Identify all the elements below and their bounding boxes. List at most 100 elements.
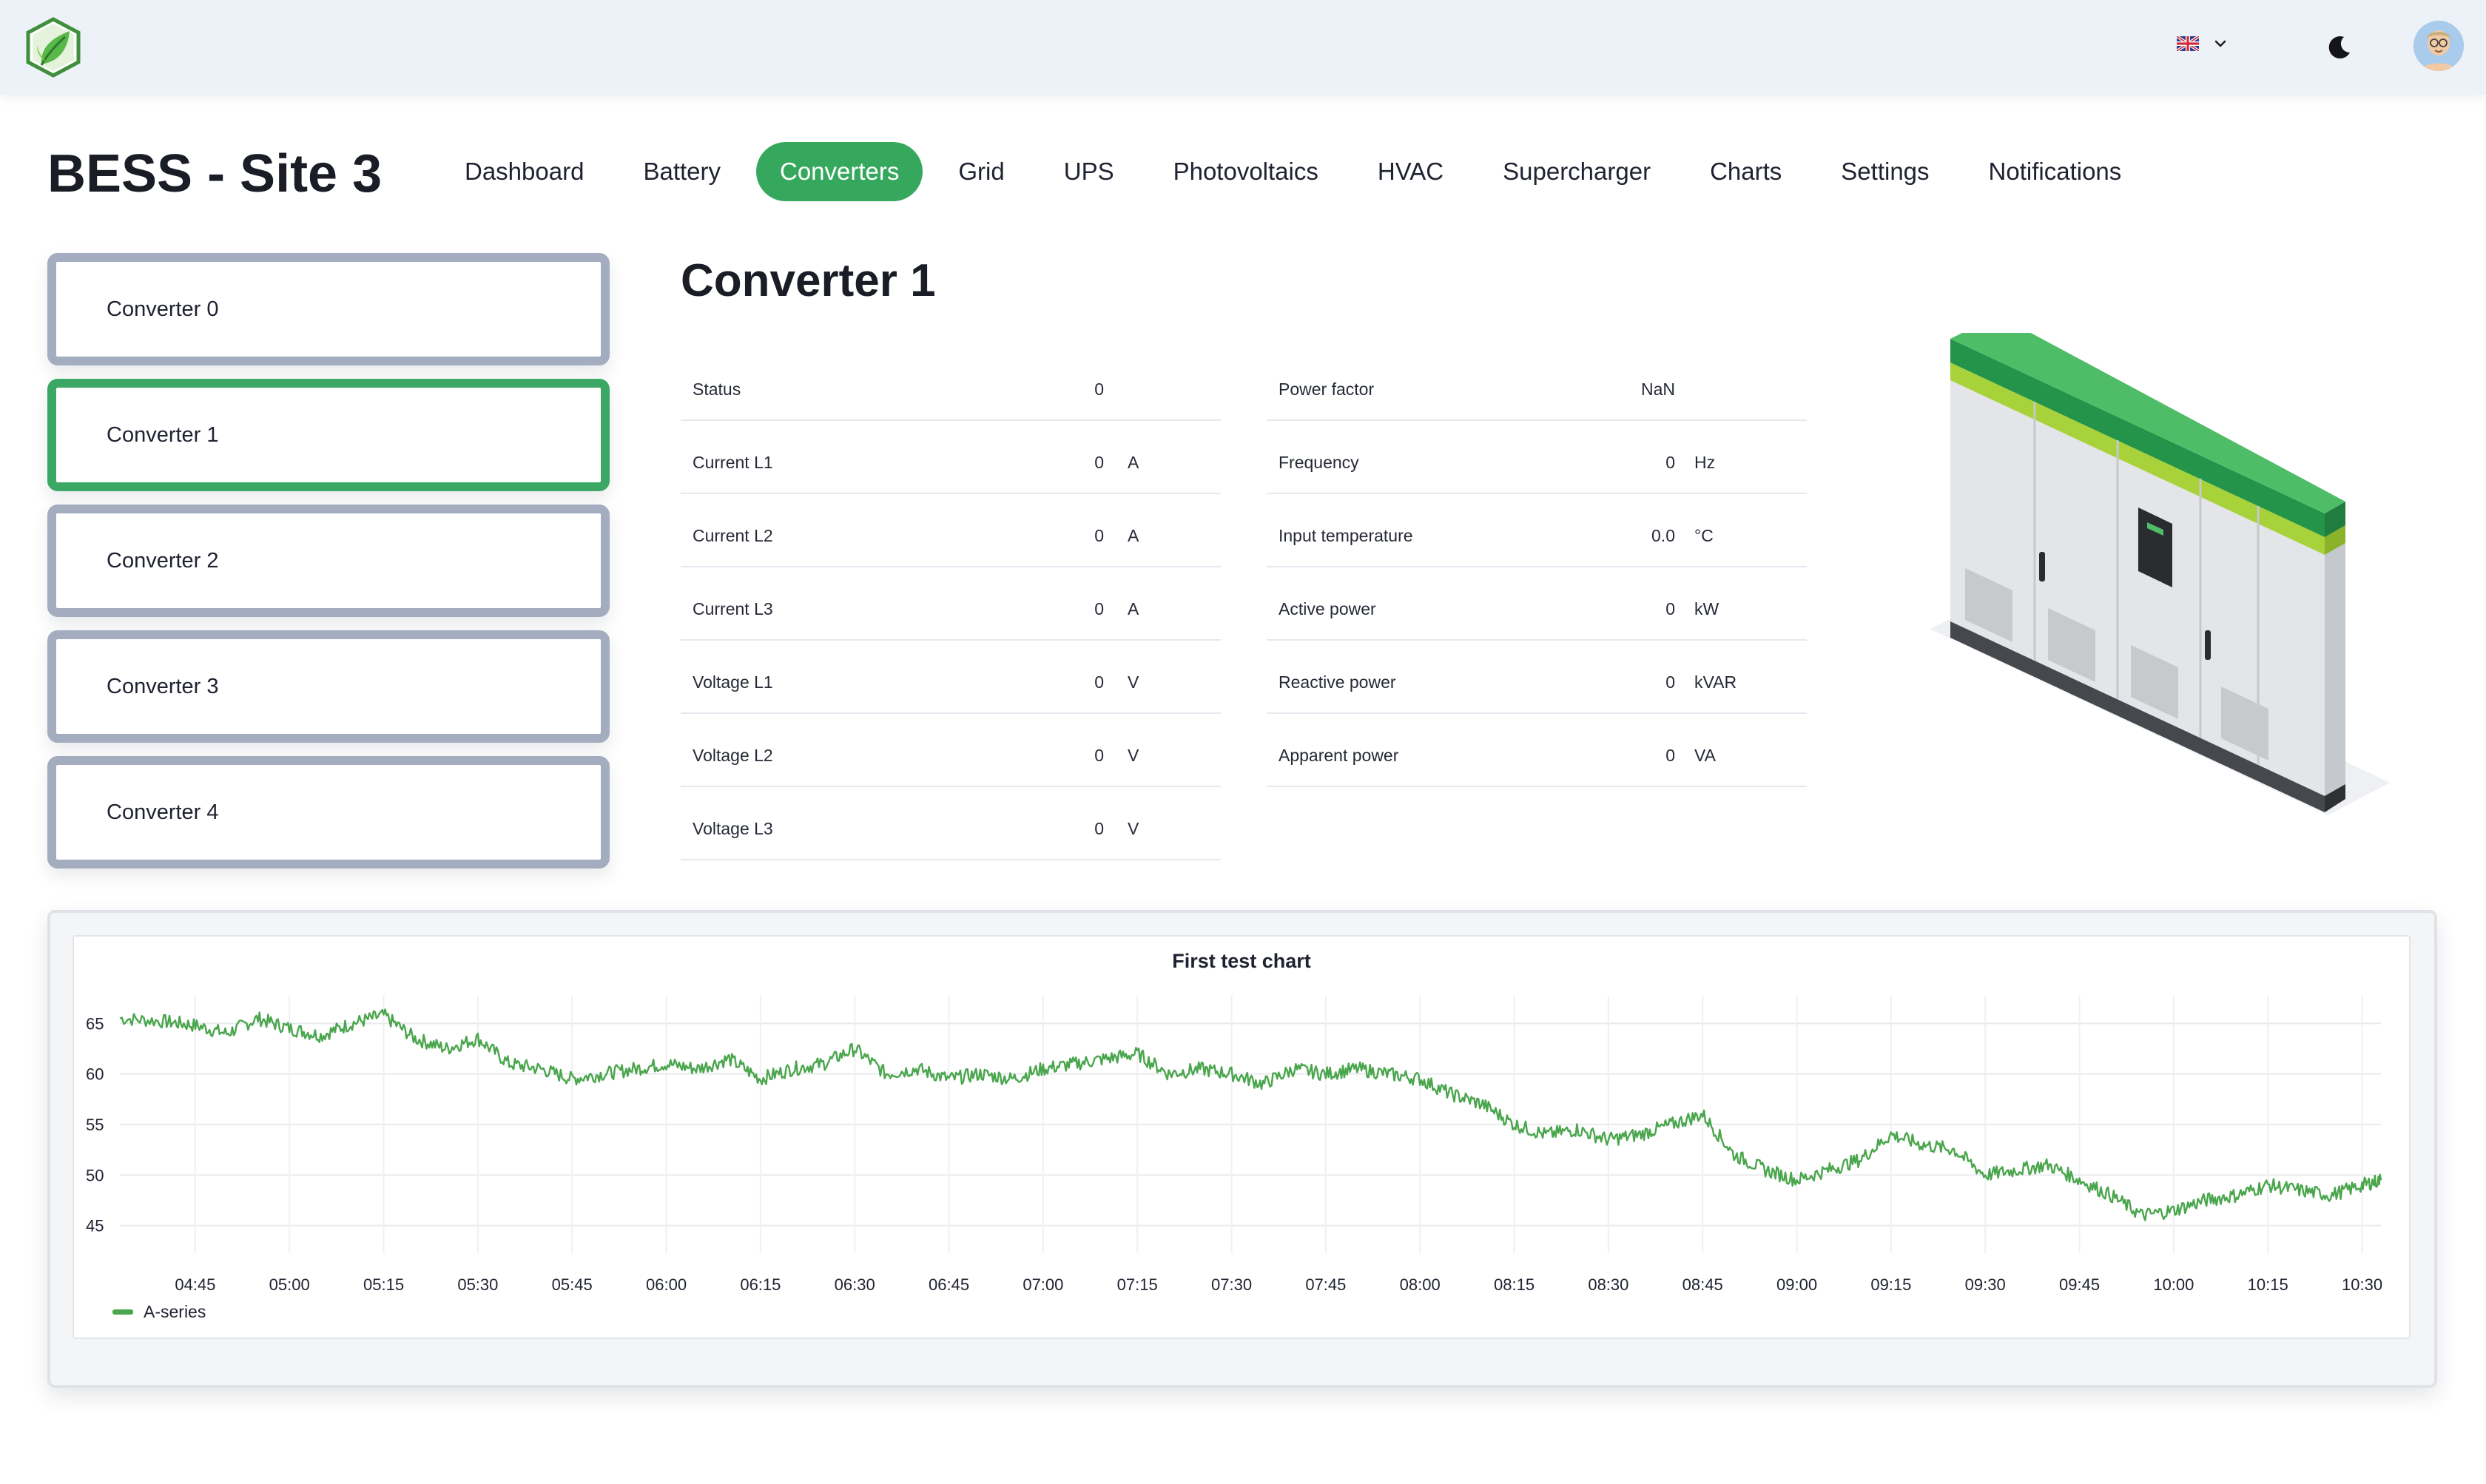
nav-supercharger[interactable]: Supercharger <box>1503 158 1651 185</box>
uk-flag-icon <box>2177 36 2199 51</box>
x-tick-label: 10:15 <box>2248 1275 2288 1294</box>
metrics-table-right: Power factor NaN Frequency 0 Hz Input tempe… <box>1267 348 1807 787</box>
user-avatar[interactable] <box>2413 21 2464 71</box>
metric-row-active-power: Active power 0 kW <box>1267 567 1807 641</box>
metric-label: Active power <box>1279 599 1376 618</box>
x-tick-label: 06:30 <box>835 1275 875 1294</box>
chart-legend[interactable]: A-series <box>112 1302 206 1322</box>
nav-ups[interactable]: UPS <box>1063 158 1114 185</box>
x-tick-label: 06:45 <box>929 1275 969 1294</box>
line-chart: First test chart 45 50 55 60 65 04:45 05:00 05:… <box>73 935 2411 1339</box>
metric-label: Voltage L1 <box>693 672 773 692</box>
metric-unit: V <box>1128 819 1139 838</box>
metric-value: NaN <box>1640 380 1675 399</box>
y-tick-label: 50 <box>86 1166 104 1184</box>
x-tick-label: 09:00 <box>1776 1275 1817 1294</box>
metric-unit: V <box>1128 672 1139 692</box>
moon-icon[interactable] <box>2325 33 2354 62</box>
metric-unit: A <box>1128 599 1139 618</box>
converter-list: Converter 0 Converter 1 Converter 2 Conv… <box>47 253 610 882</box>
metric-value: 0 <box>1094 819 1104 838</box>
y-tick-label: 65 <box>86 1014 104 1033</box>
metric-value: 0 <box>1665 599 1675 618</box>
metric-value: 0 <box>1094 599 1104 618</box>
converter-card-label: Converter 3 <box>107 675 219 698</box>
nav-converters[interactable]: Converters <box>756 142 923 201</box>
x-tick-label: 08:15 <box>1494 1275 1535 1294</box>
metric-label: Voltage L3 <box>693 819 773 838</box>
legend-swatch <box>112 1309 133 1315</box>
metric-label: Apparent power <box>1279 746 1399 765</box>
metric-value: 0 <box>1094 746 1104 765</box>
top-bar <box>0 0 2486 95</box>
metric-row-voltage-l2: Voltage L2 0 V <box>681 714 1221 787</box>
x-tick-label: 08:30 <box>1588 1275 1628 1294</box>
nav-battery[interactable]: Battery <box>643 158 721 185</box>
nav-photovoltaics[interactable]: Photovoltaics <box>1173 158 1318 185</box>
x-tick-label: 07:30 <box>1211 1275 1252 1294</box>
metric-label: Status <box>693 380 741 399</box>
metric-label: Current L3 <box>693 599 773 618</box>
x-tick-label: 10:00 <box>2153 1275 2194 1294</box>
metric-row-status: Status 0 <box>681 348 1221 421</box>
x-tick-label: 09:45 <box>2059 1275 2100 1294</box>
legend-label: A-series <box>144 1302 206 1321</box>
metric-unit: V <box>1128 746 1139 765</box>
metric-label: Reactive power <box>1279 672 1396 692</box>
converter-card-label: Converter 4 <box>107 800 219 824</box>
y-tick-label: 45 <box>86 1217 104 1235</box>
chevron-down-icon <box>2214 40 2226 47</box>
nav-notifications[interactable]: Notifications <box>1988 158 2122 185</box>
metric-row-power-factor: Power factor NaN <box>1267 348 1807 421</box>
x-tick-label: 06:00 <box>646 1275 687 1294</box>
nav-settings[interactable]: Settings <box>1841 158 1930 185</box>
nav-charts[interactable]: Charts <box>1710 158 1782 185</box>
y-tick-label: 55 <box>86 1116 104 1134</box>
metric-unit: °C <box>1694 526 1714 545</box>
metric-value: 0.0 <box>1651 526 1675 545</box>
converter-card-label: Converter 0 <box>107 297 219 321</box>
chart-plot: 45 50 55 60 65 04:45 05:00 05:15 05:30 05:45 06:00… <box>86 996 2382 1294</box>
metric-label: Current L2 <box>693 526 773 545</box>
metric-value: 0 <box>1094 672 1104 692</box>
user-avatar-icon <box>2413 21 2464 71</box>
leaf-hexagon-logo[interactable] <box>22 16 84 78</box>
language-selector[interactable] <box>2177 36 2229 52</box>
x-tick-label: 10:30 <box>2342 1275 2382 1294</box>
nav-hvac[interactable]: HVAC <box>1377 158 1444 185</box>
nav-dashboard[interactable]: Dashboard <box>465 158 585 185</box>
site-title: BESS - Site 3 <box>47 144 383 203</box>
converter-card-label: Converter 2 <box>107 549 219 573</box>
converter-card-1[interactable]: Converter 1 <box>47 379 610 491</box>
metric-row-apparent-power: Apparent power 0 VA <box>1267 714 1807 787</box>
x-tick-label: 08:45 <box>1682 1275 1723 1294</box>
converter-card-label: Converter 1 <box>107 423 219 447</box>
metric-label: Input temperature <box>1279 526 1413 545</box>
x-tick-label: 07:15 <box>1117 1275 1158 1294</box>
nav-grid[interactable]: Grid <box>958 158 1005 185</box>
x-tick-label: 05:45 <box>552 1275 593 1294</box>
converter-card-4[interactable]: Converter 4 <box>47 756 610 869</box>
metric-row-voltage-l3: Voltage L3 0 V <box>681 787 1221 860</box>
converter-card-2[interactable]: Converter 2 <box>47 505 610 617</box>
x-tick-label: 05:30 <box>457 1275 498 1294</box>
chart-title: First test chart <box>1172 950 1311 972</box>
metric-value: 0 <box>1094 453 1104 472</box>
series-line-A-series <box>119 1008 2382 1221</box>
x-tick-label: 09:30 <box>1965 1275 2006 1294</box>
metric-label: Power factor <box>1279 380 1375 399</box>
metric-value: 0 <box>1665 453 1675 472</box>
metric-label: Frequency <box>1279 453 1359 472</box>
x-tick-label: 04:45 <box>175 1275 215 1294</box>
metric-value: 0 <box>1094 380 1104 399</box>
converter-card-3[interactable]: Converter 3 <box>47 630 610 743</box>
x-tick-label: 05:15 <box>363 1275 404 1294</box>
metric-row-input-temperature: Input temperature 0.0 °C <box>1267 494 1807 567</box>
x-tick-label: 07:00 <box>1023 1275 1063 1294</box>
converter-card-0[interactable]: Converter 0 <box>47 253 610 365</box>
metric-unit: A <box>1128 526 1139 545</box>
metric-row-reactive-power: Reactive power 0 kVAR <box>1267 641 1807 714</box>
metric-row-current-l3: Current L3 0 A <box>681 567 1221 641</box>
x-tick-label: 08:00 <box>1400 1275 1441 1294</box>
x-tick-label: 06:15 <box>740 1275 781 1294</box>
